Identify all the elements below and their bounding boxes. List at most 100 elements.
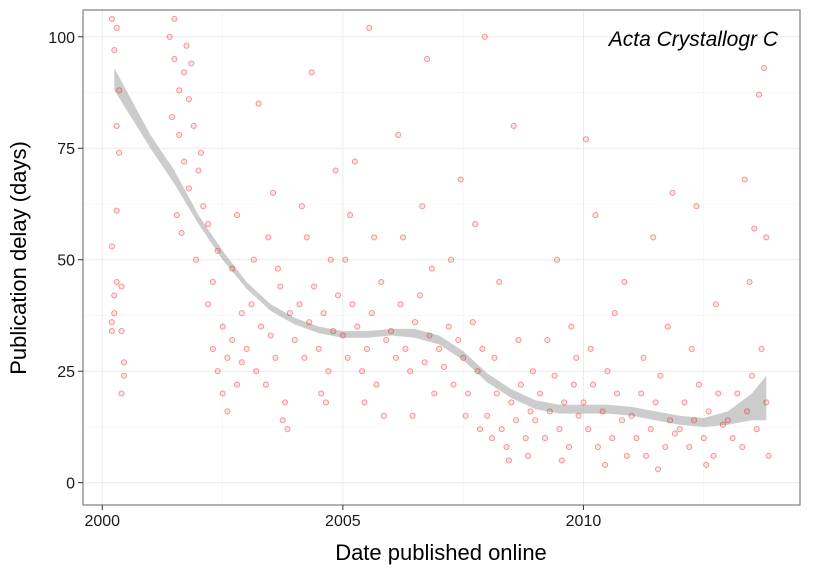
data-point: [553, 256, 561, 263]
data-point: [428, 265, 435, 272]
data-point: [419, 203, 426, 210]
data-point: [493, 390, 500, 397]
data-point: [262, 381, 269, 388]
data-point: [371, 234, 378, 241]
data-point: [108, 319, 115, 326]
data-point: [462, 412, 469, 419]
data-point: [332, 167, 339, 174]
data-point: [113, 278, 120, 286]
data-point: [628, 412, 635, 419]
data-point: [484, 412, 491, 419]
data-point: [279, 417, 286, 424]
data-point: [277, 283, 284, 290]
data-point: [592, 212, 599, 219]
data-point: [233, 212, 241, 219]
data-point: [282, 399, 289, 406]
data-point: [748, 372, 755, 379]
data-point: [676, 426, 683, 433]
data-point: [426, 332, 433, 339]
data-point: [724, 417, 731, 424]
data-point: [118, 328, 125, 335]
data-point: [532, 417, 539, 424]
data-point: [108, 15, 115, 22]
data-point: [411, 319, 419, 326]
data-point: [508, 399, 515, 406]
data-point: [496, 278, 503, 286]
data-point: [744, 408, 751, 415]
data-point: [173, 212, 180, 219]
data-point: [111, 292, 118, 299]
data-point: [544, 336, 551, 344]
data-point: [498, 426, 505, 433]
data-point: [510, 122, 517, 129]
data-point: [623, 452, 630, 459]
data-point: [614, 390, 621, 397]
data-point: [284, 426, 291, 433]
data-point: [380, 412, 387, 419]
data-point: [505, 457, 512, 464]
data-point: [407, 368, 414, 375]
data-point: [686, 443, 693, 451]
data-point: [558, 457, 565, 464]
data-point: [654, 466, 662, 473]
data-point: [618, 417, 626, 424]
data-point: [176, 87, 183, 94]
data-point: [751, 225, 758, 232]
data-point: [330, 328, 337, 335]
data-point: [611, 310, 618, 317]
data-point: [662, 443, 669, 451]
data-point: [368, 310, 375, 317]
data-point: [116, 149, 123, 156]
data-point: [197, 149, 204, 156]
data-point: [529, 368, 536, 375]
data-point: [224, 408, 231, 415]
data-point: [116, 87, 123, 94]
data-point: [652, 399, 659, 406]
data-point: [195, 167, 202, 174]
data-point: [481, 33, 488, 40]
y-tick-label: 75: [57, 141, 75, 158]
data-point: [710, 452, 717, 459]
data-point: [171, 15, 178, 22]
data-point: [108, 328, 115, 335]
data-point: [474, 368, 481, 375]
data-point: [580, 399, 587, 406]
data-point: [472, 221, 479, 228]
data-point: [265, 234, 272, 241]
data-point: [517, 381, 524, 388]
data-point: [250, 256, 257, 263]
data-point: [111, 47, 118, 54]
data-point: [120, 359, 127, 366]
data-point: [409, 412, 416, 419]
data-point: [238, 359, 245, 366]
y-tick-label: 100: [48, 30, 75, 47]
data-point: [573, 354, 580, 361]
data-point: [108, 243, 115, 250]
data-point: [120, 372, 127, 379]
data-point: [255, 100, 262, 107]
data-point: [270, 189, 277, 196]
x-tick-label: 2005: [325, 513, 361, 530]
data-point: [503, 443, 510, 451]
data-point: [621, 278, 628, 286]
data-point: [327, 256, 334, 263]
data-point: [590, 381, 597, 388]
data-point: [392, 354, 399, 361]
data-point: [402, 345, 409, 352]
data-point: [296, 301, 303, 308]
data-point: [715, 390, 722, 397]
data-point: [758, 345, 765, 352]
data-point: [306, 319, 313, 326]
data-point: [765, 452, 772, 459]
data-point: [700, 435, 707, 442]
data-point: [669, 189, 676, 196]
data-point: [383, 336, 390, 344]
data-point: [219, 323, 226, 330]
data-point: [166, 33, 173, 40]
data-point: [315, 345, 322, 352]
data-point: [373, 381, 380, 388]
data-point: [568, 323, 575, 330]
data-point: [205, 301, 212, 308]
data-point: [647, 426, 654, 433]
data-point: [604, 368, 611, 375]
